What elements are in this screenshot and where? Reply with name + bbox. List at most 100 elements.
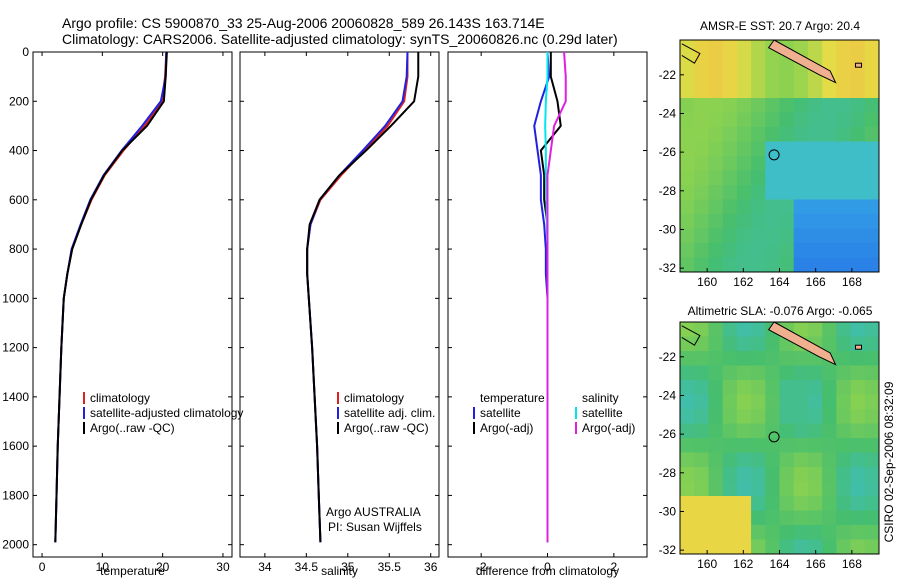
map-cell [708, 510, 724, 526]
map-cell [836, 409, 852, 424]
map-cell [864, 199, 880, 215]
map-cell [736, 322, 752, 337]
map-cell [864, 539, 880, 555]
map-cell [751, 69, 766, 84]
map-cell [708, 351, 724, 366]
map-cell [751, 322, 766, 337]
argo-position-marker [768, 431, 780, 443]
map-cell [850, 423, 866, 439]
map-cell [751, 54, 766, 70]
map-cell [680, 438, 695, 453]
map-cell [736, 170, 752, 186]
map-cell [722, 467, 738, 482]
map-cell [680, 394, 695, 410]
map-cell [850, 214, 866, 229]
map-cell [779, 409, 795, 424]
x-axis-label: difference from climatology [476, 564, 619, 578]
map-cell [822, 423, 837, 439]
map-cell [864, 112, 880, 128]
salinity-panel: 34 34.5 35 35.5 36 salinity [239, 51, 440, 578]
map-cell [708, 40, 724, 55]
map-cell [807, 98, 823, 113]
map-cell [708, 156, 724, 171]
map-cell [722, 409, 738, 424]
map-cell [708, 127, 724, 142]
map-cell [779, 141, 795, 157]
map-cell [765, 69, 780, 84]
map-cell [779, 452, 795, 468]
map-cell [751, 539, 766, 555]
map-cell [736, 380, 752, 395]
map-cell [736, 496, 752, 511]
map-cell [822, 185, 837, 200]
legend-label-climatology: climatology [344, 391, 404, 405]
map-cell [708, 322, 724, 337]
temperature-panel: 0 200 400 600 800 1000 1200 1400 1600 1800 2000 0 10… [2, 45, 233, 578]
x-tick-label: 166 [806, 557, 826, 571]
map-cell [680, 409, 695, 424]
map-cell [850, 199, 866, 215]
map-cell [736, 243, 752, 258]
map-cell [807, 185, 823, 200]
map-cell [708, 199, 724, 215]
map-cell [680, 481, 695, 497]
map-cell [722, 510, 738, 526]
y-tick-label: 800 [9, 242, 29, 256]
map-cell [822, 257, 837, 273]
map-cell [708, 69, 724, 84]
map-cell [722, 54, 738, 70]
map-cell [779, 510, 795, 526]
map-cell [793, 69, 809, 84]
map-cell [751, 98, 766, 113]
map-cell [680, 510, 695, 526]
map-cell [694, 496, 709, 511]
map-cell [793, 510, 809, 526]
sla-map-title: Altimetric SLA: -0.076 Argo: -0.065 [688, 304, 873, 318]
map-cell [680, 141, 695, 157]
map-cell [850, 510, 866, 526]
y-tick-label: -32 [659, 543, 677, 557]
map-cell [751, 365, 766, 381]
plot-frame [32, 51, 233, 558]
x-axis-label: temperature [100, 564, 165, 578]
map-cell [694, 257, 709, 273]
map-cell [680, 98, 695, 113]
map-cell [864, 69, 880, 84]
map-cell [751, 127, 766, 142]
map-cell [722, 112, 738, 128]
map-cell [836, 54, 852, 70]
map-cell [694, 127, 709, 142]
map-cell [722, 127, 738, 142]
x-tick-label: 30 [216, 560, 230, 574]
map-cell [765, 539, 780, 555]
map-cell [708, 496, 724, 511]
sst-map: 160 162 164 166 168 -22 -24 -26 -28 -30 -32 [659, 39, 880, 289]
map-cell [822, 525, 837, 540]
map-cell [864, 380, 880, 395]
map-cell [765, 127, 780, 142]
map-cell [793, 141, 809, 157]
map-cell [751, 185, 766, 200]
map-cell [864, 394, 880, 410]
map-cell [765, 112, 780, 128]
map-cell [779, 69, 795, 84]
x-tick-label: 162 [733, 557, 753, 571]
y-tick-label: -32 [659, 261, 677, 275]
map-cell [793, 156, 809, 171]
map-cell [765, 141, 780, 157]
map-cell [751, 141, 766, 157]
map-cell [779, 394, 795, 410]
map-cell [765, 257, 780, 273]
map-cell [736, 127, 752, 142]
map-cell [850, 69, 866, 84]
map-cell [822, 496, 837, 511]
map-cell [793, 214, 809, 229]
map-cell [736, 228, 752, 244]
map-cell [680, 170, 695, 186]
map-cell [722, 243, 738, 258]
map-cell [722, 40, 738, 55]
map-cell [850, 394, 866, 410]
map-cell [864, 496, 880, 511]
map-cell [779, 496, 795, 511]
map-cell [751, 481, 766, 497]
